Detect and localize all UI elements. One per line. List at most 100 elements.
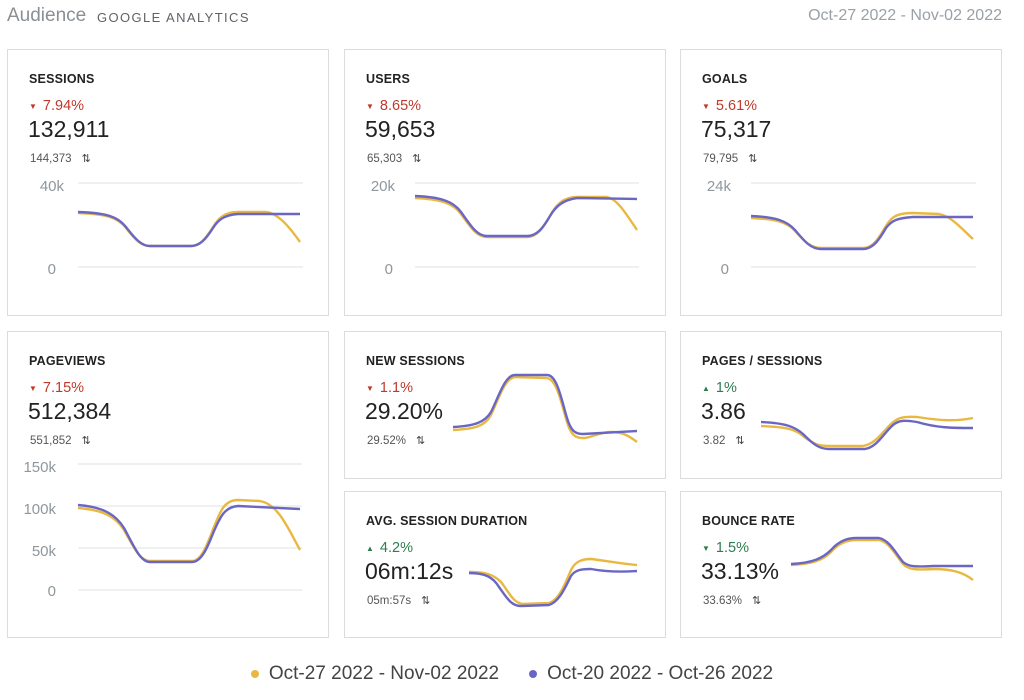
current-period-line [750, 211, 974, 250]
bounce-rate-card[interactable]: BOUNCE RATE ▼ 1.5% 33.13% 33.63% ⇅ [680, 491, 1002, 638]
pageviews-sparkline: 150k 100k 50k 0 [23, 459, 302, 600]
pages-per-session-sparkline [760, 415, 974, 451]
legend-previous-period[interactable]: Oct-20 2022 - Oct-26 2022 [529, 663, 773, 685]
y-tick-zero: 0 [385, 261, 393, 278]
users-card[interactable]: USERS ▼ 8.65% 59,653 65,303 ⇅ 20k 0 [344, 49, 666, 316]
y-tick-zero: 0 [721, 261, 729, 278]
goals-card[interactable]: GOALS ▼ 5.61% 75,317 79,795 ⇅ 24k 0 [680, 49, 1002, 316]
previous-value: 3.82 ⇅ [703, 434, 745, 448]
previous-value: 05m:57s ⇅ [367, 594, 430, 608]
current-period-line [760, 415, 974, 448]
previous-value-text: 144,373 [30, 152, 72, 165]
card-title: PAGEVIEWS [29, 354, 106, 368]
previous-value: 551,852 ⇅ [30, 434, 91, 448]
triangle-down-icon: ▼ [702, 543, 710, 553]
previous-value-text: 3.82 [703, 434, 726, 447]
previous-period-line [77, 503, 301, 564]
change-indicator: ▼ 8.65% [366, 98, 421, 114]
previous-value: 79,795 ⇅ [703, 152, 758, 166]
previous-period-line [414, 194, 638, 238]
change-value: 8.65% [379, 98, 422, 114]
legend-current-period[interactable]: Oct-27 2022 - Nov-02 2022 [250, 663, 500, 685]
users-sparkline: 20k 0 [371, 178, 639, 278]
triangle-down-icon: ▼ [366, 383, 374, 393]
new-sessions-card[interactable]: NEW SESSIONS ▼ 1.1% 29.20% 29.52% ⇅ [344, 331, 666, 479]
metric-value: 29.20% [365, 398, 444, 424]
chart-legend: Oct-27 2022 - Nov-02 2022 Oct-20 2022 - … [0, 663, 1024, 685]
card-title: SESSIONS [29, 72, 95, 86]
y-tick-top: 20k [371, 178, 396, 195]
change-indicator: ▼ 7.94% [29, 98, 84, 114]
triangle-down-icon: ▼ [366, 101, 374, 111]
previous-period-line [468, 567, 638, 608]
previous-value-text: 33.63% [703, 594, 743, 607]
change-indicator: ▼ 7.15% [29, 380, 84, 396]
compare-arrows-icon: ⇅ [81, 153, 91, 165]
previous-period-line [77, 210, 300, 248]
current-period-line [468, 557, 638, 606]
previous-value-text: 551,852 [30, 434, 72, 447]
previous-period-line [750, 214, 973, 251]
change-value: 7.94% [42, 98, 85, 114]
card-title: AVG. SESSION DURATION [366, 514, 528, 528]
compare-arrows-icon: ⇅ [416, 435, 426, 447]
metric-value: 59,653 [365, 116, 436, 142]
avg-session-duration-card[interactable]: AVG. SESSION DURATION ▲ 4.2% 06m:12s 05m:… [344, 491, 666, 638]
card-title: PAGES / SESSIONS [702, 354, 823, 368]
legend-previous-label: Oct-20 2022 - Oct-26 2022 [547, 663, 774, 684]
triangle-down-icon: ▼ [29, 383, 37, 393]
previous-value-text: 65,303 [367, 152, 403, 165]
legend-dot-current [250, 670, 259, 678]
previous-value-text: 29.52% [367, 434, 407, 447]
triangle-down-icon: ▼ [29, 101, 37, 111]
metric-value: 132,911 [28, 116, 110, 142]
change-indicator: ▼ 5.61% [702, 98, 757, 114]
previous-value-text: 79,795 [703, 152, 739, 165]
previous-value: 144,373 ⇅ [30, 152, 91, 166]
new-sessions-sparkline [452, 373, 638, 443]
change-indicator: ▼ 1.1% [366, 380, 413, 396]
goals-sparkline: 24k 0 [707, 178, 976, 278]
y-tick-100k: 100k [23, 501, 56, 518]
y-tick-50k: 50k [32, 543, 57, 560]
y-tick-top: 40k [40, 178, 65, 195]
previous-period-line [790, 536, 973, 568]
current-period-line [790, 538, 974, 581]
y-tick-150k: 150k [23, 459, 56, 476]
card-title: NEW SESSIONS [366, 354, 465, 368]
metric-value: 3.86 [701, 398, 746, 424]
card-title: USERS [366, 72, 411, 86]
change-value: 1% [715, 380, 737, 396]
compare-arrows-icon: ⇅ [412, 153, 422, 165]
header-date-range[interactable]: Oct-27 2022 - Nov-02 2022 [808, 7, 1002, 24]
change-value: 5.61% [715, 98, 758, 114]
compare-arrows-icon: ⇅ [735, 435, 745, 447]
card-title: BOUNCE RATE [702, 514, 795, 528]
compare-arrows-icon: ⇅ [81, 435, 91, 447]
metric-value: 512,384 [28, 398, 112, 424]
previous-period-line [452, 373, 638, 436]
compare-arrows-icon: ⇅ [748, 153, 758, 165]
previous-value: 29.52% ⇅ [367, 434, 426, 448]
pageviews-card[interactable]: PAGEVIEWS ▼ 7.15% 512,384 551,852 ⇅ 150k 1… [7, 331, 329, 638]
change-value: 4.2% [379, 540, 413, 556]
header-title: Audience [7, 5, 87, 26]
previous-value: 65,303 ⇅ [367, 152, 422, 166]
change-value: 1.1% [379, 380, 413, 396]
card-title: GOALS [702, 72, 748, 86]
legend-current-label: Oct-27 2022 - Nov-02 2022 [268, 663, 500, 684]
previous-value-text: 05m:57s [367, 594, 412, 607]
pages-per-session-card[interactable]: PAGES / SESSIONS ▲ 1% 3.86 3.82 ⇅ [680, 331, 1002, 479]
change-indicator: ▼ 1.5% [702, 540, 749, 556]
sessions-card[interactable]: SESSIONS ▼ 7.94% 132,911 144,373 ⇅ 40k 0 [7, 49, 329, 316]
change-indicator: ▲ 1% [702, 380, 737, 396]
change-value: 7.15% [42, 380, 85, 396]
metric-value: 06m:12s [365, 558, 454, 584]
legend-dot-previous [529, 670, 538, 678]
compare-arrows-icon: ⇅ [752, 595, 762, 607]
change-indicator: ▲ 4.2% [366, 540, 413, 556]
metric-value: 75,317 [701, 116, 772, 142]
current-period-line [77, 498, 302, 563]
metric-value: 33.13% [701, 558, 780, 584]
triangle-up-icon: ▲ [702, 383, 710, 393]
